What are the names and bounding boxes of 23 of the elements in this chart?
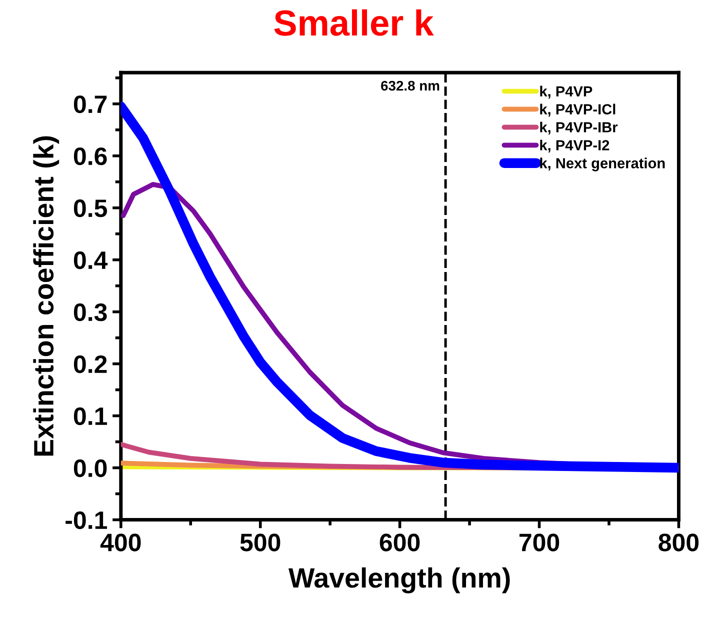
- x-tick-label: 800: [658, 534, 699, 552]
- legend-label: k, P4VP-I2: [540, 140, 610, 153]
- legend-label: k, Next generation: [540, 158, 665, 172]
- x-tick-label: 400: [100, 534, 141, 552]
- chart-title: Smaller k: [274, 9, 434, 36]
- legend-label: k, P4VP-IBr: [540, 122, 618, 135]
- y-tick-label: 0.0: [74, 459, 107, 478]
- y-tick-label: 0.1: [74, 407, 108, 426]
- y-tick-label: 0.3: [74, 303, 107, 322]
- y-tick-label: 0.6: [74, 147, 107, 166]
- x-tick-label: 500: [240, 534, 280, 552]
- y-tick-label: 0.7: [74, 95, 107, 114]
- legend-label: k, P4VP: [540, 86, 592, 99]
- legend-label: k, P4VP-ICl: [540, 104, 616, 117]
- y-axis-title: Extinction coefficient (k): [33, 136, 60, 456]
- x-tick-label: 600: [380, 534, 420, 552]
- y-tick-label: 0.2: [74, 355, 107, 374]
- x-tick-label: 700: [519, 534, 560, 552]
- ref-line-label: 632.8 nm: [381, 80, 440, 91]
- y-tick-label: -0.1: [66, 511, 108, 530]
- y-tick-label: 0.5: [74, 199, 108, 218]
- y-tick-label: 0.4: [74, 251, 108, 270]
- x-axis-title: Wavelength (nm): [288, 567, 510, 594]
